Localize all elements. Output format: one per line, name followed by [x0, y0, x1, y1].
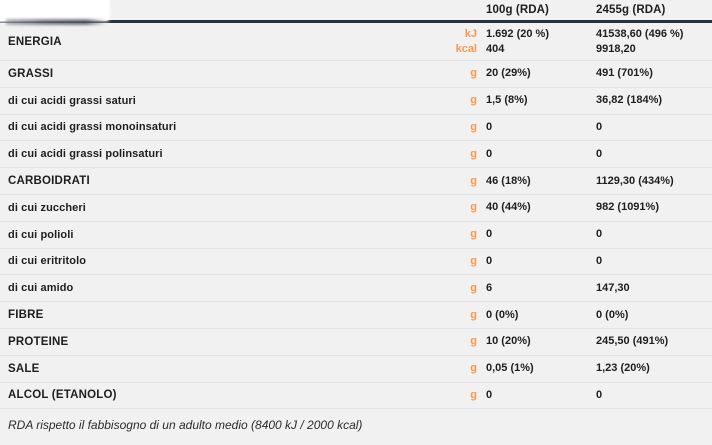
nutrition-table-body: ENERGIA kJ kcal 1.692 (20 %) 404 41538,60 (49…: [0, 23, 712, 410]
row-label: di cui acidi grassi monoinsaturi: [8, 121, 177, 134]
value-2455g: 0: [596, 254, 603, 267]
unit-label: g: [470, 362, 477, 375]
value-100g: 46 (18%): [486, 174, 531, 187]
header-col-100g: 100g (RDA): [486, 4, 549, 16]
table-row: GRASSI g 20 (29%) 491 (701%): [0, 61, 712, 88]
table-row: di cui acidi grassi polinsaturi g 0 0: [0, 141, 712, 169]
unit-label: g: [470, 67, 477, 80]
value-2455g: 0: [596, 228, 603, 241]
value-2455g: 0 (0%): [596, 308, 629, 321]
unit-label: g: [470, 335, 477, 348]
redaction-smudge: [6, 19, 106, 25]
table-row: di cui acidi grassi saturi g 1,5 (8%) 36,82…: [0, 88, 712, 115]
row-label: GRASSI: [8, 67, 54, 80]
table-header-row: 100g (RDA) 2455g (RDA): [0, 0, 712, 23]
table-row: PROTEINE g 10 (20%) 245,50 (491%): [0, 329, 712, 356]
table-row: SALE g 0,05 (1%) 1,23 (20%): [0, 356, 712, 383]
value-100g: 6: [486, 281, 493, 294]
table-row: di cui zuccheri g 40 (44%) 982 (1091%): [0, 195, 712, 222]
unit-label: g: [470, 201, 477, 214]
value-100g: 10 (20%): [486, 335, 531, 348]
row-label: ALCOL (ETANOLO): [8, 389, 117, 402]
value-100g: 20 (29%): [486, 67, 531, 80]
value-100g: 0: [486, 120, 493, 133]
unit-label: g: [470, 94, 477, 107]
table-row: di cui polioli g 0 0: [0, 222, 712, 249]
value-2455g: 0: [596, 388, 603, 401]
row-label: ENERGIA: [8, 35, 62, 48]
value-100g: 1,5 (8%): [486, 94, 528, 107]
unit-label: g: [470, 308, 477, 321]
value-2455g: 1129,30 (434%): [596, 174, 674, 187]
row-label: PROTEINE: [8, 335, 69, 348]
table-row: di cui acidi grassi monoinsaturi g 0 0: [0, 115, 712, 142]
table-row: FIBRE g 0 (0%) 0 (0%): [0, 302, 712, 329]
value-2455g: 0: [596, 147, 603, 160]
value-100g: 1.692 (20 %) 404: [486, 27, 549, 55]
row-label: di cui zuccheri: [8, 201, 86, 214]
row-label: FIBRE: [8, 309, 44, 322]
value-2455g: 41538,60 (496 %) 9918,20: [596, 27, 684, 55]
unit-label: kJ kcal: [455, 27, 477, 55]
unit-label: g: [470, 174, 477, 187]
row-label: SALE: [8, 362, 40, 375]
table-row: ENERGIA kJ kcal 1.692 (20 %) 404 41538,60 (49…: [0, 23, 712, 61]
header-col-2455g: 2455g (RDA): [596, 4, 666, 16]
row-label: di cui amido: [8, 282, 74, 295]
unit-label: g: [470, 254, 477, 267]
value-2455g: 1,23 (20%): [596, 362, 650, 375]
unit-label: g: [470, 120, 477, 133]
value-100g: 0 (0%): [486, 308, 519, 321]
value-100g: 40 (44%): [486, 201, 531, 214]
value-100g: 0: [486, 228, 493, 241]
value-2455g: 245,50 (491%): [596, 335, 669, 348]
value-2455g: 491 (701%): [596, 67, 653, 80]
row-label: di cui acidi grassi saturi: [8, 94, 136, 107]
table-row: di cui amido g 6 147,30: [0, 275, 712, 303]
table-row: CARBOIDRATI g 46 (18%) 1129,30 (434%): [0, 168, 712, 195]
unit-label: g: [470, 228, 477, 241]
value-2455g: 0: [596, 120, 603, 133]
table-row: ALCOL (ETANOLO) g 0 0: [0, 383, 712, 410]
table-row: di cui eritritolo g 0 0: [0, 249, 712, 276]
value-100g: 0: [486, 388, 493, 401]
value-100g: 0: [486, 147, 493, 160]
unit-label: g: [470, 147, 477, 160]
row-label: di cui polioli: [8, 228, 74, 241]
row-label: CARBOIDRATI: [8, 175, 90, 188]
value-2455g: 147,30: [596, 281, 630, 294]
value-100g: 0: [486, 254, 493, 267]
value-2455g: 36,82 (184%): [596, 94, 663, 107]
row-label: di cui eritritolo: [8, 255, 87, 268]
rda-footnote: RDA rispetto il fabbisogno di un adulto …: [8, 418, 363, 433]
nutrition-table: 100g (RDA) 2455g (RDA) ENERGIA kJ kcal 1.69…: [0, 0, 712, 433]
unit-label: g: [470, 388, 477, 401]
row-label: di cui acidi grassi polinsaturi: [8, 148, 163, 161]
value-2455g: 982 (1091%): [596, 201, 659, 214]
value-100g: 0,05 (1%): [486, 362, 534, 375]
unit-label: g: [470, 281, 477, 294]
